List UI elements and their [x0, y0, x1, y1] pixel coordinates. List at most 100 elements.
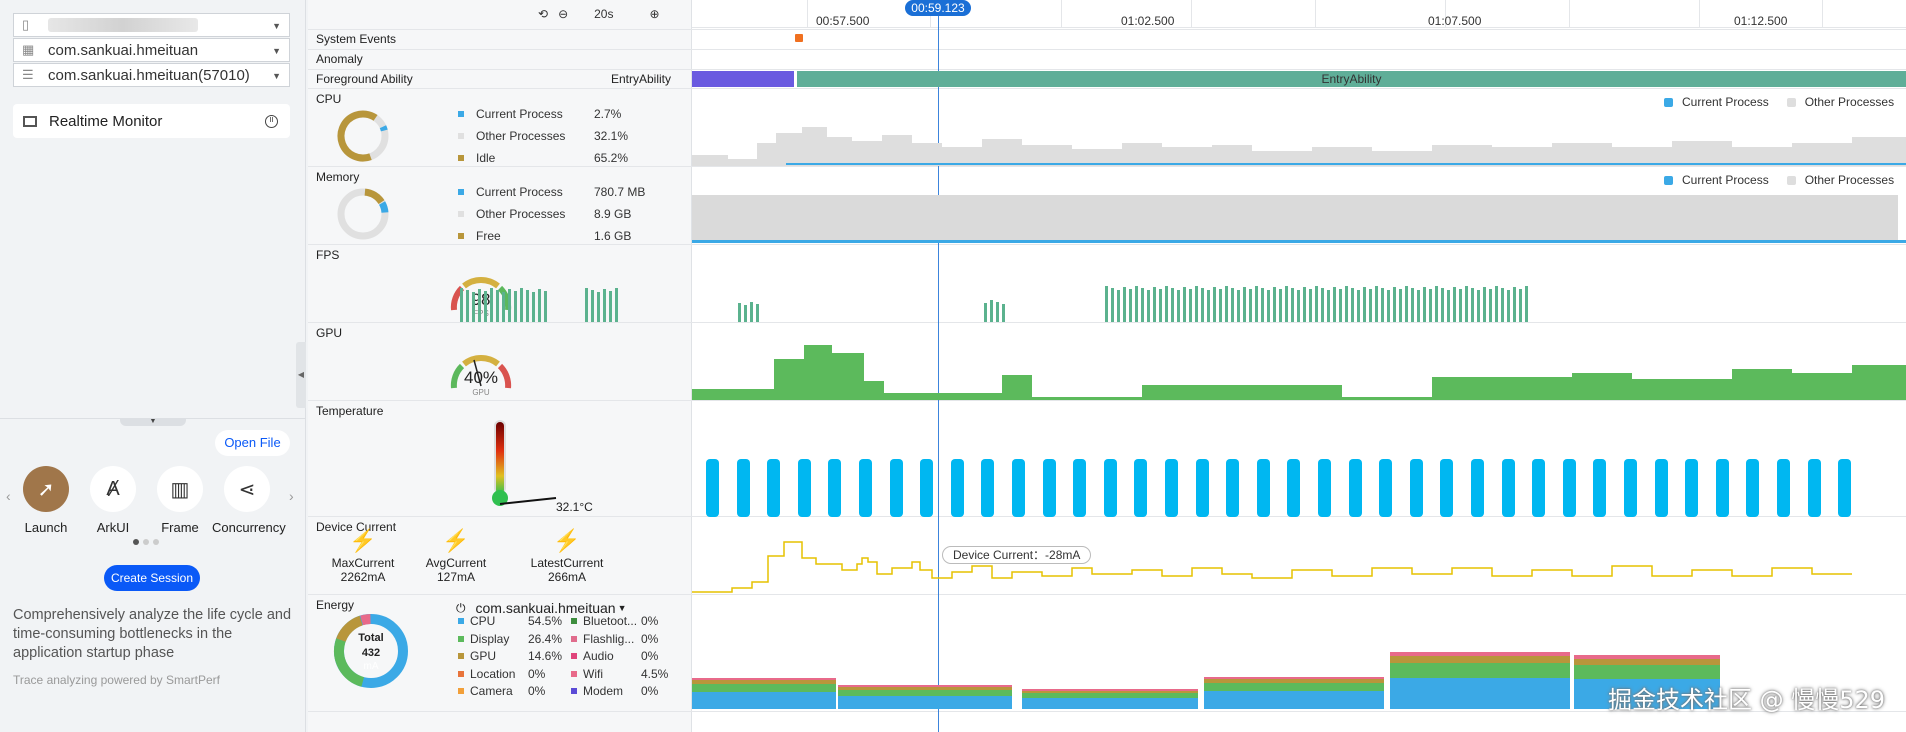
time-cursor-line[interactable]: [938, 14, 939, 732]
collapse-panel-handle[interactable]: ◀: [296, 342, 306, 408]
energy-item: Location 0%: [458, 667, 545, 681]
time-cursor-label: 00:59.123: [905, 0, 971, 16]
energy-item: CPU 54.5%: [458, 614, 562, 628]
cpu-chart-legend: Current Process Other Processes: [1664, 95, 1894, 109]
energy-item: Bluetoot... 0%: [571, 614, 658, 628]
temperature-bar: [1195, 459, 1209, 517]
energy-bar-segment: [838, 685, 1012, 687]
energy-bar-segment: [1390, 656, 1570, 663]
fps-bar: [1495, 286, 1498, 322]
chevron-left-icon[interactable]: ‹: [6, 488, 11, 504]
bolt-icon: ⚡: [349, 528, 377, 553]
fps-bar: [1393, 287, 1396, 322]
fps-bar: [1267, 290, 1270, 322]
temperature-bar: [1746, 459, 1760, 517]
fps-bar: [615, 288, 618, 322]
fps-bar: [1207, 290, 1210, 322]
memory-legend-other: Other Processes 8.9 GB: [458, 207, 631, 221]
fps-bar: [1357, 290, 1360, 322]
temperature-bar: [1685, 459, 1699, 517]
temperature-bar: [1318, 459, 1331, 517]
phone-icon: ▯: [22, 17, 30, 32]
foreground-bar-prev[interactable]: [692, 71, 794, 87]
zoom-out-icon[interactable]: ⊖: [558, 7, 569, 21]
template-frame[interactable]: ▥ Frame: [145, 466, 215, 535]
device-current-tooltip: Device Current：-28mA: [942, 546, 1092, 564]
zoom-in-icon[interactable]: ⊕: [649, 7, 660, 21]
gpu-gauge: [450, 355, 512, 389]
chevron-right-icon[interactable]: ›: [289, 488, 294, 504]
temperature-bar: [1807, 459, 1821, 517]
fps-unit: FPS: [473, 309, 489, 318]
template-label: Launch: [24, 520, 68, 535]
fps-bar: [1105, 286, 1108, 322]
energy-bar-segment: [1390, 663, 1570, 678]
app-select[interactable]: ▦ com.sankuai.hmeituan ▼: [13, 38, 290, 62]
temperature-bar: [1348, 459, 1362, 517]
energy-item: GPU 14.6%: [458, 649, 562, 663]
energy-bar-segment: [838, 690, 1012, 696]
chevron-down-icon: ▼: [272, 21, 281, 31]
temperature-bar: [1042, 459, 1056, 517]
temperature-bar: [889, 459, 903, 517]
template-launch[interactable]: ➚ Launch: [11, 466, 81, 535]
fps-bar: [532, 292, 535, 322]
left-panel: ▯ ▼ ▦ com.sankuai.hmeituan ▼ ☰ com.sanku…: [0, 0, 306, 732]
fps-bar: [1327, 290, 1330, 322]
pause-icon[interactable]: II: [265, 115, 278, 128]
fps-bar: [1153, 287, 1156, 322]
fps-bar: [1135, 286, 1138, 322]
temperature-bar: [1134, 459, 1148, 517]
fps-bar: [1213, 287, 1216, 322]
fps-bar: [1237, 290, 1240, 322]
reset-icon[interactable]: ⟲: [538, 7, 549, 21]
powered-by-text: Trace analyzing powered by SmartPerf: [13, 673, 220, 687]
process-select[interactable]: ☰ com.sankuai.hmeituan(57010) ▼: [13, 63, 290, 87]
realtime-monitor-item[interactable]: Realtime Monitor II: [13, 104, 290, 138]
energy-item: Modem 0%: [571, 684, 658, 698]
monitor-icon: [23, 115, 37, 127]
create-session-button[interactable]: Create Session: [104, 565, 200, 591]
timeline-main: ⟲ ⊖ 20s ⊕ 00:57.500 01:02.500 01:07.500 …: [308, 0, 1906, 732]
energy-bar-segment: [1204, 683, 1384, 691]
temperature-bar: [1379, 459, 1393, 517]
fps-bar: [1165, 286, 1168, 322]
fps-bar: [1363, 287, 1366, 322]
system-event-marker[interactable]: [795, 34, 803, 42]
open-file-button[interactable]: Open File: [215, 430, 290, 456]
template-arkui[interactable]: Ⱥ ArkUI: [78, 466, 148, 535]
fps-bar: [478, 289, 481, 322]
apps-icon: ▦: [22, 42, 35, 57]
fps-bar: [1321, 288, 1324, 322]
chevron-down-icon: ▼: [617, 603, 627, 613]
energy-bar-segment: [1204, 677, 1384, 679]
bolt-icon: ⚡: [442, 528, 470, 553]
power-icon: ⏻: [456, 600, 466, 615]
fps-bar: [1489, 289, 1492, 322]
fps-bar: [1519, 289, 1522, 322]
chevron-down-icon: ▼: [272, 46, 281, 56]
foreground-bar-entryability[interactable]: EntryAbility: [797, 71, 1906, 87]
template-label: Frame: [161, 520, 199, 535]
energy-process-select[interactable]: ⏻ com.sankuai.hmeituan ▼: [456, 600, 627, 616]
fps-bar: [744, 305, 747, 322]
gpu-unit: GPU: [472, 388, 490, 397]
row-label-fps: FPS: [316, 248, 340, 262]
energy-bar-segment: [1204, 691, 1384, 709]
gpu-value: 40%: [463, 368, 499, 387]
expand-handle[interactable]: ▼: [120, 418, 186, 426]
fps-bar: [1183, 287, 1186, 322]
fps-bar: [526, 290, 529, 322]
template-concurrency[interactable]: ⋖ Concurrency: [212, 466, 286, 535]
fps-bar: [1117, 290, 1120, 322]
fps-bar: [1411, 288, 1414, 322]
device-select[interactable]: ▯ ▼: [13, 13, 290, 37]
temperature-bar: [1471, 459, 1484, 517]
time-tick: 01:12.500: [1734, 14, 1788, 28]
time-ruler[interactable]: 00:57.500 01:02.500 01:07.500 01:12.500: [692, 0, 1906, 28]
energy-bar-segment: [692, 678, 836, 680]
temperature-bar: [828, 459, 842, 517]
fps-bar: [490, 288, 493, 322]
energy-bar-segment: [1390, 678, 1570, 709]
time-tick: 01:07.500: [1428, 14, 1482, 28]
